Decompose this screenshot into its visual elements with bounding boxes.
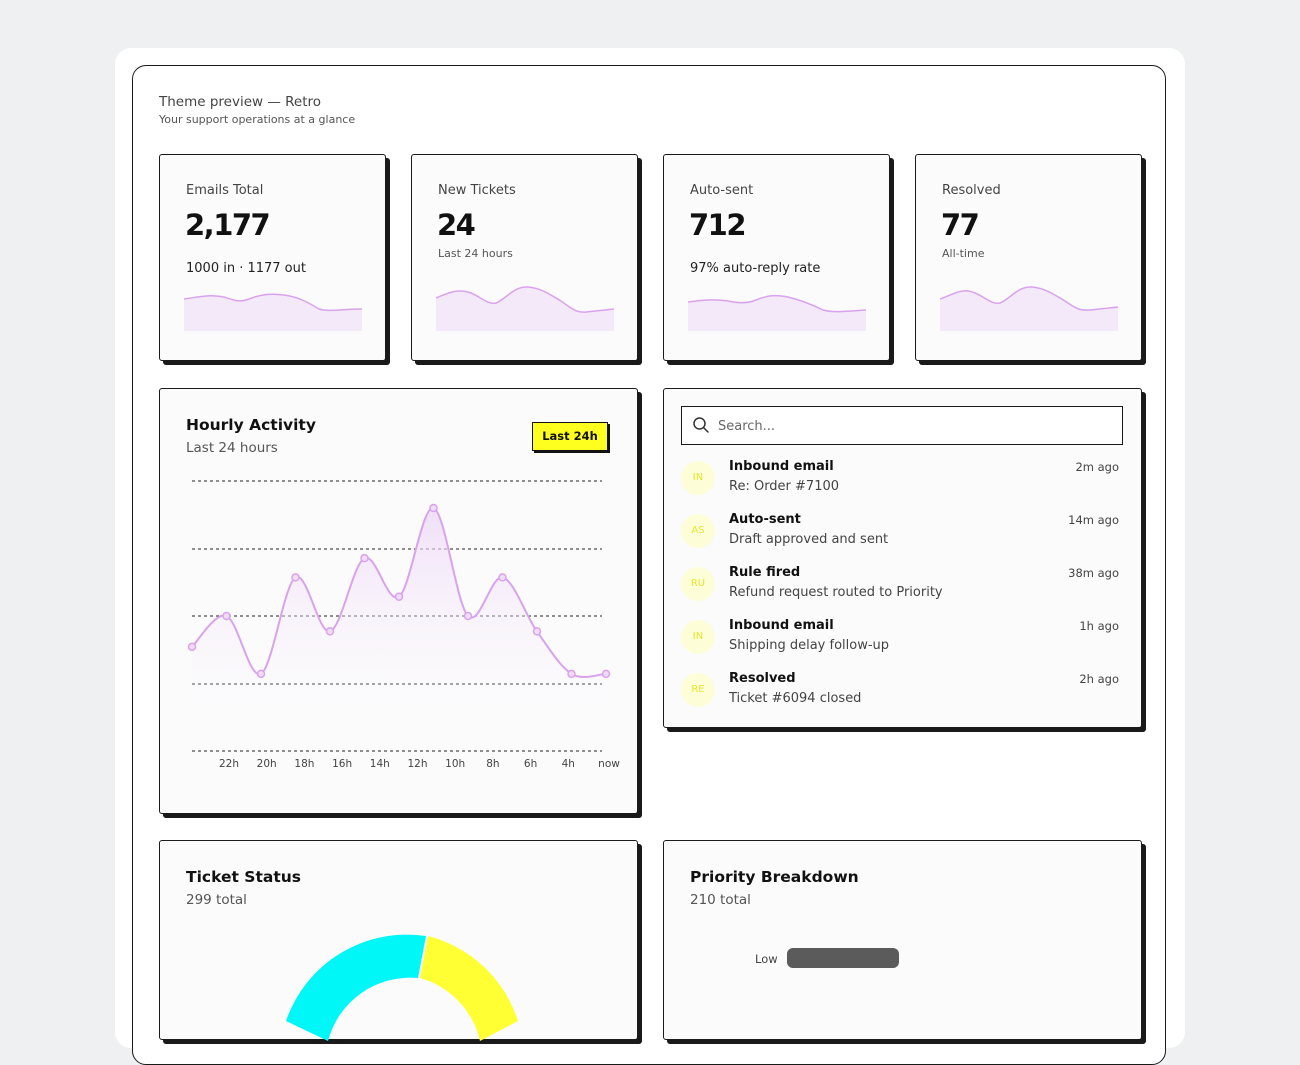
- panel-title: Hourly Activity: [186, 416, 316, 434]
- feed-item-title: Resolved: [729, 671, 796, 686]
- panel-title: Priority Breakdown: [690, 868, 859, 886]
- search-input[interactable]: [716, 413, 1110, 439]
- x-axis-tick-label: 12h: [407, 758, 428, 770]
- stat-subtext: All-time: [942, 247, 985, 260]
- panel-subtitle: 210 total: [690, 892, 751, 908]
- stat-card-auto-sent: Auto-sent 712 97% auto-reply rate: [663, 154, 890, 361]
- feed-item[interactable]: IN Inbound email Re: Order #7100 2m ago: [681, 459, 1121, 509]
- page-title: Theme preview — Retro: [159, 94, 322, 110]
- range-last-24h-button[interactable]: Last 24h: [532, 422, 608, 451]
- feed-item-description: Re: Order #7100: [729, 479, 840, 494]
- stat-label: Auto-sent: [690, 183, 754, 198]
- feed-item[interactable]: IN Inbound email Shipping delay follow-u…: [681, 618, 1121, 668]
- feed-item-time: 1h ago: [1079, 619, 1119, 633]
- data-point: [325, 627, 335, 636]
- stat-card-emails-total: Emails Total 2,177 1000 in · 1177 out: [159, 154, 386, 361]
- x-axis-tick-label: 8h: [486, 758, 500, 770]
- x-axis-tick-label: 20h: [256, 758, 277, 770]
- sparkline-chart: [436, 286, 614, 331]
- donut-segment-cyan: [286, 934, 426, 1041]
- feed-item-time: 38m ago: [1068, 566, 1119, 580]
- hourly-activity-chart: [187, 480, 611, 752]
- stat-subtext: 1000 in · 1177 out: [186, 261, 306, 276]
- hourly-activity-card: Hourly Activity Last 24 hours Last 24h 2…: [159, 388, 638, 814]
- feed-item-description: Ticket #6094 closed: [729, 691, 862, 706]
- x-axis-tick-label: now: [598, 758, 620, 770]
- donut-segment-yellow: [420, 936, 518, 1041]
- x-axis-tick-label: 16h: [332, 758, 353, 770]
- stat-value: 77: [941, 208, 980, 242]
- stat-card-resolved: Resolved 77 All-time: [915, 154, 1142, 361]
- sparkline-chart: [940, 286, 1118, 331]
- x-axis-tick-label: 14h: [369, 758, 390, 770]
- feed-item-description: Shipping delay follow-up: [729, 638, 890, 653]
- stat-value: 712: [689, 208, 747, 242]
- feed-item[interactable]: RU Rule fired Refund request routed to P…: [681, 565, 1121, 615]
- data-point: [567, 669, 576, 679]
- stat-label: New Tickets: [438, 183, 516, 198]
- data-point: [291, 573, 300, 582]
- feed-item-description: Draft approved and sent: [729, 532, 889, 547]
- priority-breakdown-card: Priority Breakdown 210 total Low: [663, 840, 1142, 1040]
- data-point: [498, 573, 507, 582]
- data-point: [463, 611, 473, 621]
- stat-label: Emails Total: [186, 183, 264, 198]
- feed-item-time: 14m ago: [1068, 513, 1119, 527]
- panel-subtitle: Last 24 hours: [186, 440, 278, 456]
- data-point: [256, 669, 266, 679]
- avatar: AS: [681, 514, 715, 548]
- feed-item-title: Inbound email: [729, 459, 834, 474]
- ticket-status-card: Ticket Status 299 total: [159, 840, 638, 1041]
- stat-value: 2,177: [185, 208, 271, 242]
- search-icon: [693, 417, 709, 433]
- stat-subtext: 97% auto-reply rate: [690, 261, 821, 276]
- stat-label: Resolved: [942, 183, 1001, 198]
- priority-row-bar: [787, 948, 899, 968]
- x-axis-tick-label: 22h: [218, 758, 240, 770]
- data-point: [222, 611, 231, 621]
- avatar: IN: [681, 620, 715, 654]
- x-axis-tick-label: 4h: [561, 758, 575, 770]
- stat-subtext: Last 24 hours: [438, 247, 513, 260]
- data-point: [429, 503, 438, 513]
- stat-card-new-tickets: New Tickets 24 Last 24 hours: [411, 154, 638, 361]
- data-point: [187, 642, 197, 652]
- data-point: [532, 627, 542, 636]
- feed-item[interactable]: RE Resolved Ticket #6094 closed 2h ago: [681, 671, 1121, 721]
- feed-item-time: 2h ago: [1079, 672, 1119, 686]
- stat-value: 24: [437, 208, 476, 242]
- panel-subtitle: 299 total: [186, 892, 247, 908]
- feed-item-title: Inbound email: [729, 618, 834, 633]
- ticket-status-donut-chart: [286, 934, 518, 1041]
- avatar: IN: [681, 461, 715, 495]
- sparkline-chart: [184, 293, 362, 331]
- avatar: RU: [681, 567, 715, 601]
- panel-title: Ticket Status: [186, 868, 301, 886]
- x-axis-tick-label: 10h: [445, 758, 466, 770]
- avatar: RE: [681, 673, 715, 707]
- activity-feed-card: IN Inbound email Re: Order #7100 2m ago …: [663, 388, 1142, 728]
- data-point: [394, 592, 404, 601]
- data-point: [601, 669, 611, 679]
- sparkline-chart: [688, 294, 866, 331]
- x-axis-tick-label: 6h: [523, 758, 538, 770]
- x-axis-tick-label: 18h: [294, 758, 315, 770]
- feed-item-title: Auto-sent: [729, 512, 801, 527]
- page-subtitle: Your support operations at a glance: [159, 113, 356, 126]
- feed-item-time: 2m ago: [1075, 460, 1119, 474]
- data-point: [360, 553, 369, 563]
- priority-row-label: Low: [755, 952, 778, 966]
- feed-item-description: Refund request routed to Priority: [729, 585, 943, 600]
- feed-item-title: Rule fired: [729, 565, 801, 580]
- area-fill: [192, 507, 606, 751]
- search-box[interactable]: [681, 406, 1123, 445]
- feed-item[interactable]: AS Auto-sent Draft approved and sent 14m…: [681, 512, 1121, 562]
